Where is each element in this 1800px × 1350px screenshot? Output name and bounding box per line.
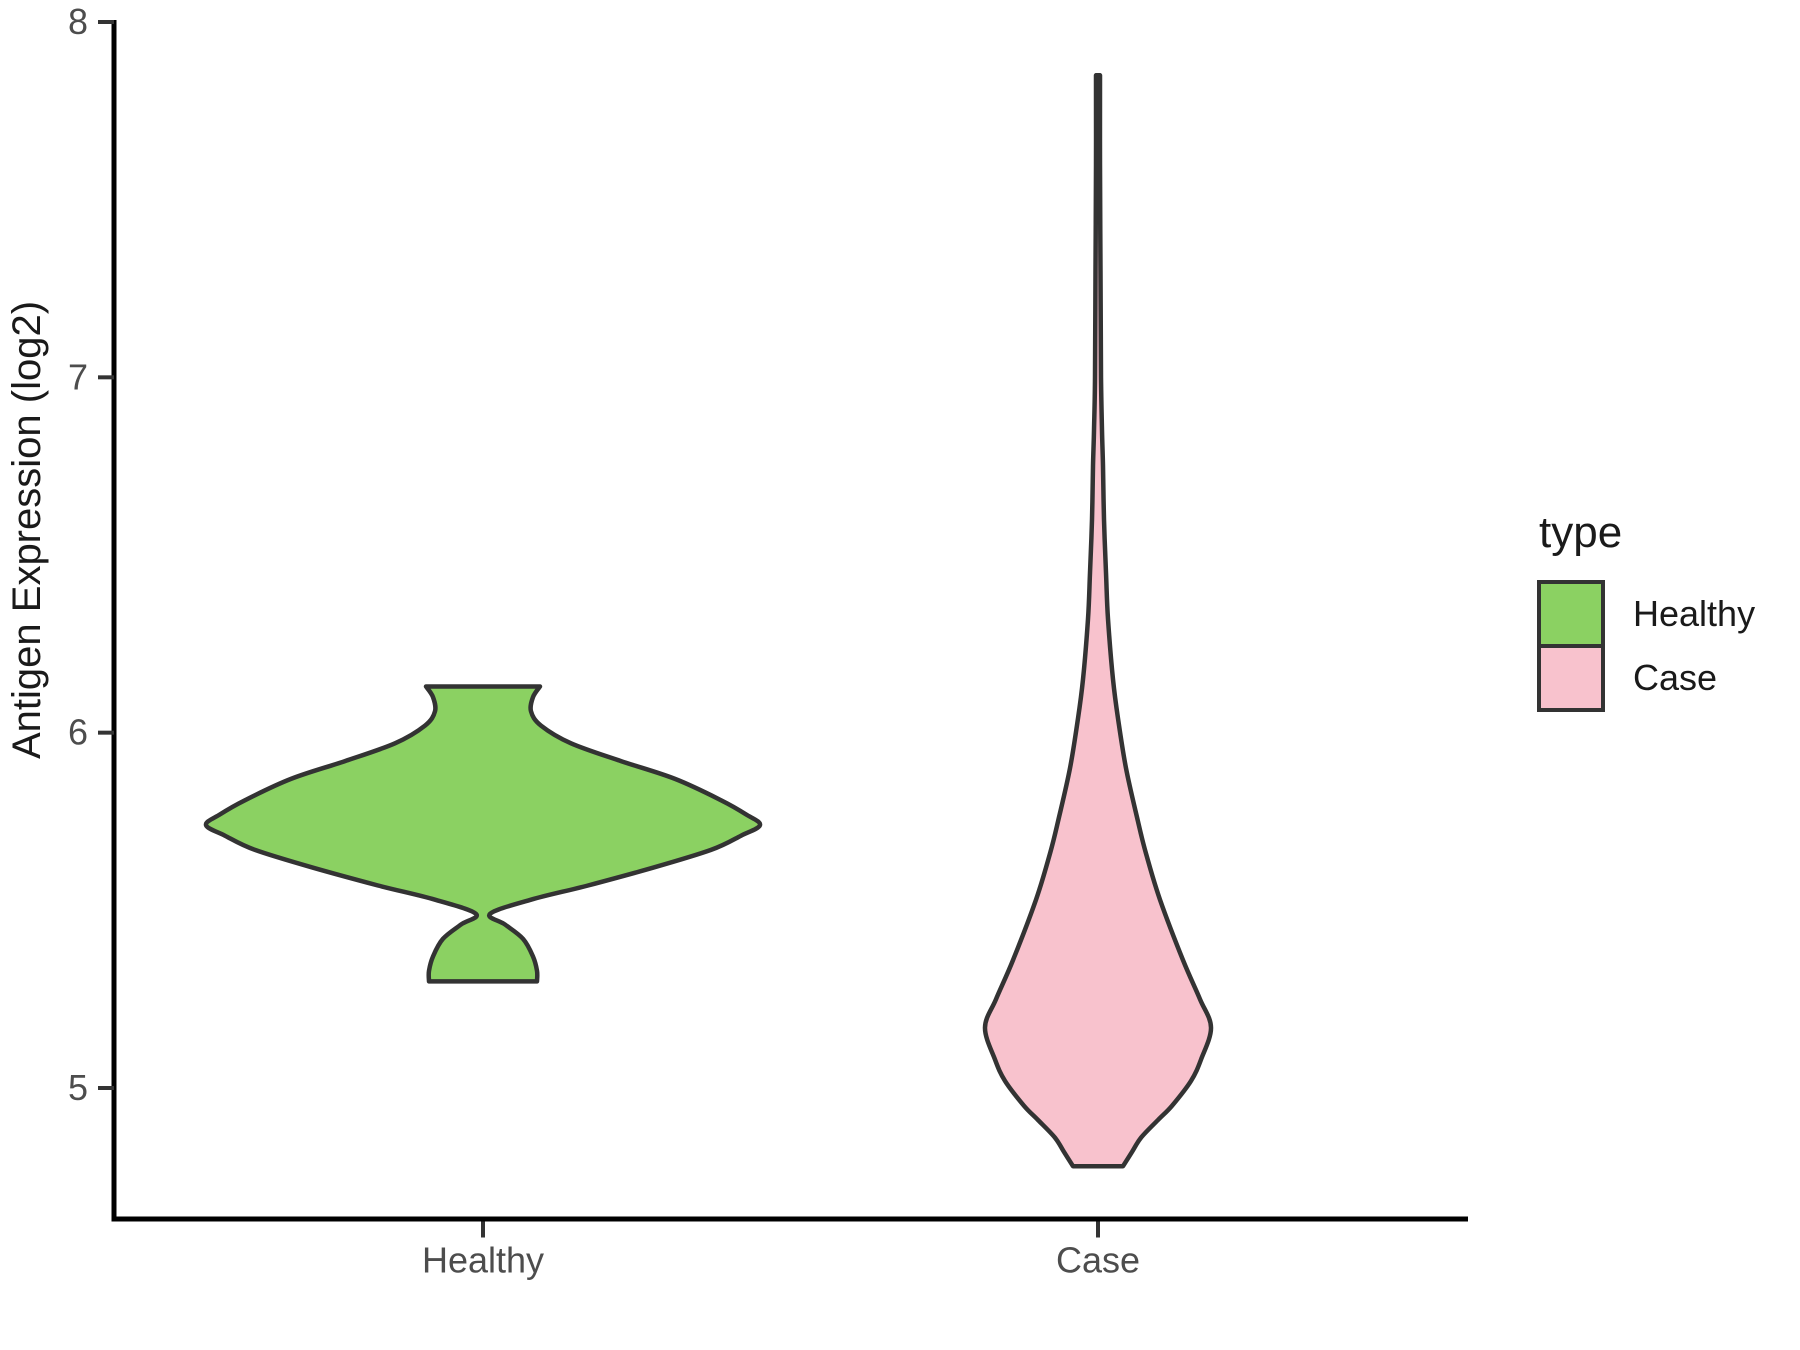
legend-label-healthy: Healthy: [1633, 593, 1756, 634]
legend-swatch-case-icon: [1537, 644, 1605, 712]
legend-entry-case: Case: [1537, 644, 1755, 712]
x-category-label-case: Case: [1056, 1239, 1140, 1280]
y-tick-label-8: 8: [68, 1, 88, 42]
y-tick-label-7: 7: [68, 356, 88, 397]
violin-case: [982, 73, 1214, 1169]
legend-title: type: [1539, 508, 1623, 557]
legend-entry-healthy: Healthy: [1537, 580, 1755, 648]
x-category-label-healthy: Healthy: [422, 1239, 544, 1280]
violin-healthy: [203, 684, 763, 984]
y-axis-title: Antigen Expression (log2): [5, 301, 49, 759]
legend-swatch-healthy-icon: [1537, 580, 1605, 648]
y-tick-label-5: 5: [68, 1067, 88, 1108]
y-tick-label-6: 6: [68, 712, 88, 753]
legend-label-case: Case: [1633, 657, 1718, 698]
legend: type Healthy Case: [1537, 508, 1755, 712]
